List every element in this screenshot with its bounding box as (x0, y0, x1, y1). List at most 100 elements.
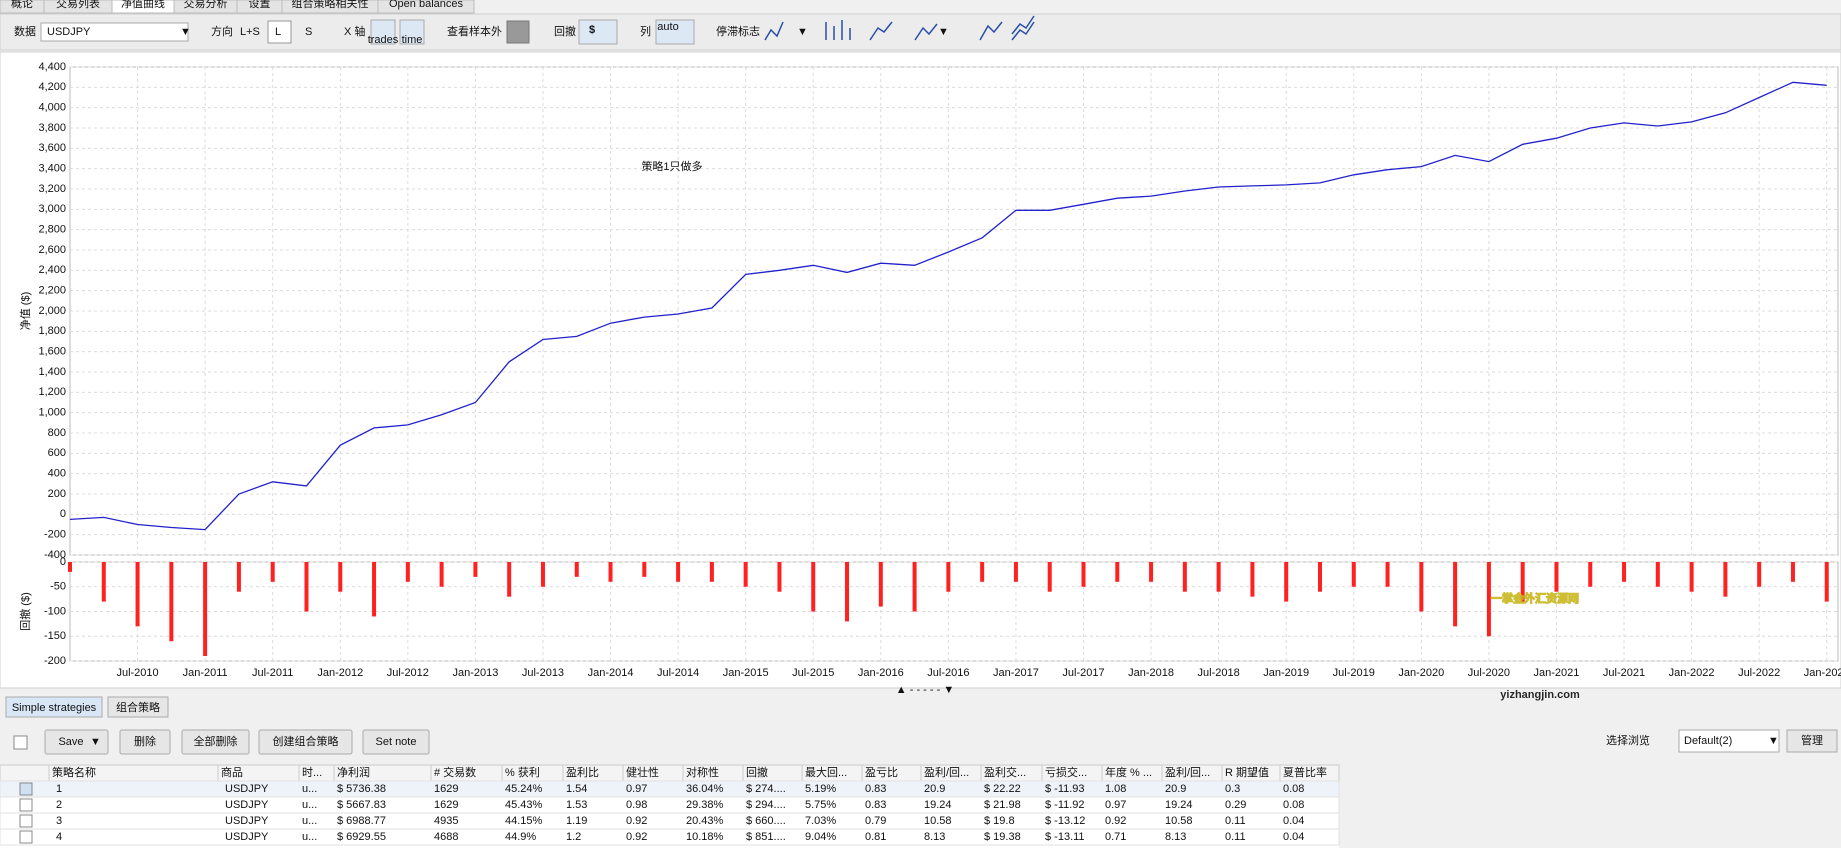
table-row[interactable] (0, 812, 1340, 830)
table-cell: USDJPY (225, 799, 269, 811)
row-checkbox[interactable] (19, 814, 33, 828)
x-tick-label: Jan-2012 (317, 667, 363, 679)
drawdown-bar (405, 562, 410, 582)
column-header: # 交易数 (434, 765, 476, 779)
row-checkbox[interactable] (19, 782, 33, 796)
table-cell: 10.58 (1165, 815, 1193, 827)
column-header: 夏普比率 (1283, 765, 1327, 779)
table-cell: $ 5667.83 (337, 799, 386, 811)
table-cell: 1.19 (566, 815, 587, 827)
table-cell: 0.92 (1105, 815, 1126, 827)
table-cell: 7.03% (805, 815, 836, 827)
column-header: 回撤 (746, 765, 768, 779)
table-cell: 1629 (434, 799, 458, 811)
toolbar-label: S (305, 26, 312, 38)
table-cell: 9.04% (805, 831, 836, 843)
drawdown-bar (1149, 562, 1154, 582)
table-cell: 0.83 (865, 799, 886, 811)
view-label: 选择浏览 (1606, 733, 1650, 747)
long-button[interactable] (267, 20, 292, 44)
toolbar-label: 方向 (211, 24, 233, 38)
drawdown-icon: $ (589, 24, 595, 36)
y-tick-label: 1,600 (38, 346, 66, 358)
drawdown-bar (878, 562, 883, 607)
toolbar-icons (764, 15, 1035, 41)
y-tick-label: 600 (48, 447, 66, 459)
table-cell: 0.92 (626, 815, 647, 827)
x-tick-label: Jul-2012 (387, 667, 429, 679)
table-cell: 19.24 (924, 799, 952, 811)
y-tick-label: 1,400 (38, 366, 66, 378)
x-tick-label: Jul-2019 (1333, 667, 1375, 679)
symbol-dropdown[interactable] (40, 22, 189, 42)
y-tick-label: 1,800 (38, 325, 66, 337)
drawdown-bar (304, 562, 309, 612)
drawdown-bar (1351, 562, 1356, 587)
action-label: 删除 (134, 734, 156, 748)
row-checkbox[interactable] (19, 798, 33, 812)
table-row[interactable] (0, 796, 1340, 814)
columns-button[interactable] (655, 19, 695, 45)
time-button[interactable] (399, 19, 425, 45)
drawdown-bar (1689, 562, 1694, 592)
y-tick-label: 200 (48, 488, 66, 500)
x-tick-label: Jul-2022 (1738, 667, 1780, 679)
drawdown-button[interactable] (578, 19, 618, 45)
table-cell: 8.13 (1165, 831, 1186, 843)
table-cell: 0.11 (1225, 831, 1246, 843)
trades-button[interactable] (370, 19, 396, 45)
table-cell: 0.11 (1225, 815, 1246, 827)
row-checkbox[interactable] (19, 830, 33, 844)
table-cell: $ 19.38 (984, 831, 1021, 843)
column-header: 盈利/回... (924, 766, 969, 779)
bottom-tab[interactable] (5, 696, 103, 718)
action-button[interactable] (44, 729, 109, 755)
manage-label: 管理 (1801, 733, 1823, 747)
x-tick-label: Jul-2016 (927, 667, 969, 679)
table-cell: 20.43% (686, 815, 724, 827)
drawdown-bar (608, 562, 613, 582)
drawdown-bar (574, 562, 579, 577)
bottom-tab[interactable] (107, 696, 169, 718)
toolbar-label: 停滞标志 (716, 24, 760, 38)
column-header: 盈利/回... (1165, 766, 1210, 779)
drawdown-bar (338, 562, 343, 592)
action-button[interactable] (362, 729, 430, 755)
view-value: Default(2) (1684, 735, 1732, 747)
y-tick-label: -150 (44, 630, 66, 642)
toolbar-label: USDJPY (47, 26, 91, 38)
dropdown-arrow: ▼ (90, 736, 101, 748)
splitter[interactable]: ▲ - - - - - ▼ (896, 684, 954, 696)
drawdown-bar (540, 562, 545, 587)
action-button[interactable] (119, 729, 171, 755)
dropdown-arrow: ▼ (1768, 735, 1779, 747)
action-label: Save (58, 736, 83, 748)
table-row[interactable] (0, 828, 1340, 846)
table-cell: $ 5736.38 (337, 783, 386, 795)
table-cell: 20.9 (924, 783, 945, 795)
table-cell: 4 (56, 831, 62, 843)
column-header: % 获利 (505, 766, 540, 779)
table-cell: 5.75% (805, 799, 836, 811)
y-tick-label: 400 (48, 468, 66, 480)
table-cell: 0.79 (865, 815, 886, 827)
drawdown-bar (473, 562, 478, 577)
table-cell: $ 6929.55 (337, 831, 386, 843)
action-button[interactable] (258, 729, 353, 755)
drawdown-bar (1317, 562, 1322, 592)
y-axis-label: 回撤 ($) (18, 592, 32, 631)
oos-button[interactable] (506, 20, 530, 44)
view-dropdown[interactable] (1678, 729, 1780, 753)
manage-button[interactable] (1786, 729, 1838, 753)
dropdown-arrow: ▼ (797, 26, 808, 38)
drawdown-bar (1250, 562, 1255, 597)
table-row[interactable] (0, 780, 1340, 798)
action-button[interactable] (181, 729, 250, 755)
y-tick-label: 4,000 (38, 102, 66, 114)
drawdown-bar (980, 562, 985, 582)
x-tick-label: Jan-2016 (858, 667, 904, 679)
tab[interactable] (377, 0, 475, 14)
select-all-checkbox[interactable] (13, 735, 28, 750)
table-cell: 0.81 (865, 831, 886, 843)
